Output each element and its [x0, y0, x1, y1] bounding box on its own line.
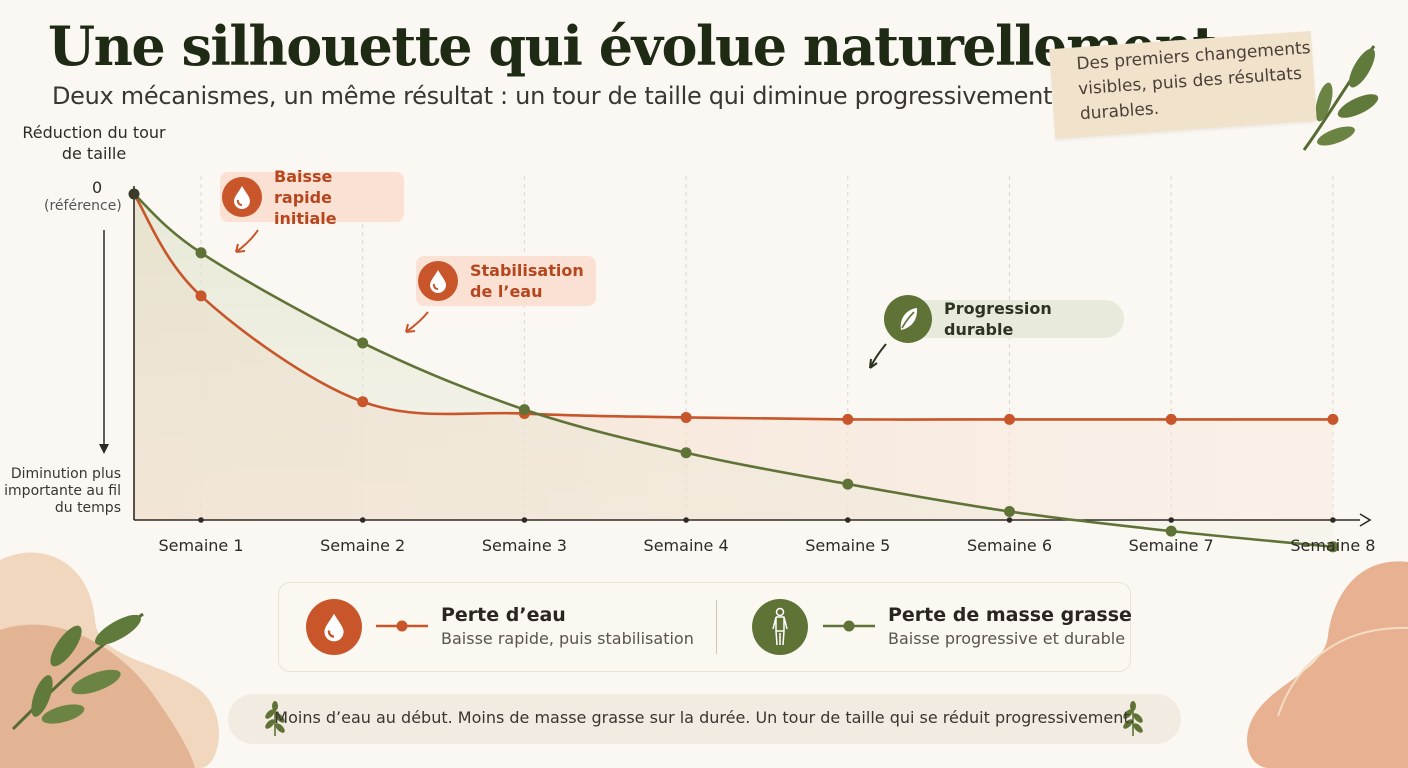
callout-arrow-durable: [869, 343, 887, 369]
x-tick-label: Semaine 5: [805, 536, 891, 555]
callout-arrow-durable-head: [869, 358, 878, 369]
data-point-water: [1327, 413, 1339, 425]
y-axis-zero-label: 0: [92, 178, 103, 197]
callout-arrow-rapid-head: [235, 243, 246, 253]
x-tick-mark: [1006, 517, 1013, 523]
y-axis-zero-note: (référence): [44, 198, 122, 214]
data-point-fat: [195, 247, 207, 259]
callout-arrow-stabilisation: [405, 311, 429, 333]
data-point-water: [195, 290, 207, 302]
legend-divider: [716, 600, 717, 654]
callout-rapid: Baisse rapide initiale: [220, 167, 404, 228]
leaf-icon: [884, 295, 932, 343]
data-point-water: [842, 413, 854, 425]
page-title: Une silhouette qui évolue naturellement: [48, 14, 1217, 78]
data-point-fat: [842, 478, 854, 490]
leaf-sprig-icon: [11, 612, 144, 731]
body-silhouette-icon: [752, 599, 808, 655]
x-tick-label: Semaine 7: [1128, 536, 1214, 555]
footer-text: Moins d’eau au début. Moins de masse gra…: [274, 708, 1135, 727]
callout-arrow-rapid: [235, 229, 259, 253]
callout-arrow-stabilisation-head: [405, 323, 416, 333]
legend-fat-title: Perte de masse grasse: [888, 604, 1132, 626]
origin-point: [128, 188, 140, 200]
x-tick-mark: [845, 517, 851, 523]
legend-water-desc: Baisse rapide, puis stabilisation: [441, 629, 694, 648]
leaf-sprig-icon: [1123, 701, 1143, 736]
water-drop-icon: [222, 177, 262, 217]
data-point-fat: [1165, 525, 1177, 537]
legend-swatch-water: [376, 620, 428, 632]
x-tick-label: Semaine 1: [158, 536, 244, 555]
y-direction-arrow-head: [99, 444, 109, 454]
callout-stabilisation: Stabilisation de l’eau: [416, 256, 596, 306]
x-tick-mark: [1330, 517, 1336, 523]
x-tick-mark: [1168, 517, 1174, 523]
line-chart: [99, 176, 1372, 553]
footer-banner: [228, 694, 1181, 744]
y-axis-title: Réduction du tour de taille: [22, 123, 166, 163]
data-point-water: [357, 396, 369, 408]
legend-fat-desc: Baisse progressive et durable: [888, 629, 1126, 648]
callout-durable: Progression durable: [884, 295, 1124, 343]
x-tick-label: Semaine 2: [320, 536, 406, 555]
decor-blob-right: [1247, 561, 1408, 768]
x-tick-label: Semaine 3: [481, 536, 567, 555]
legend-swatch-fat: [823, 620, 875, 632]
data-point-fat: [680, 447, 692, 459]
x-tick-label: Semaine 8: [1290, 536, 1376, 555]
data-point-water: [680, 411, 692, 423]
water-drop-icon: [418, 261, 458, 301]
water-drop-icon: [306, 599, 362, 655]
data-point-fat: [518, 404, 530, 416]
data-point-fat: [357, 337, 369, 349]
legend-water-title: Perte d’eau: [441, 604, 566, 626]
leaf-sprig-icon: [1302, 45, 1379, 151]
callout-stabilisation-text: Stabilisation de l’eau: [470, 261, 584, 301]
x-tick-mark: [359, 517, 366, 523]
x-tick-label: Semaine 6: [966, 536, 1053, 555]
data-point-water: [1004, 413, 1015, 425]
data-point-fat: [1004, 506, 1015, 518]
y-axis-bottom-label: Diminution plus importante au fil du tem…: [4, 466, 121, 516]
data-point-water: [1165, 413, 1177, 425]
leaf-sprig-icon: [265, 701, 285, 736]
callout-durable-text: Progression durable: [944, 299, 1052, 339]
x-axis-arrow: [1359, 513, 1372, 527]
x-tick-label: Semaine 4: [643, 536, 729, 555]
x-tick-mark: [521, 517, 528, 523]
x-tick-mark: [198, 517, 204, 523]
page-subtitle: Deux mécanismes, un même résultat : un t…: [52, 82, 1060, 110]
callout-rapid-text: Baisse rapide initiale: [274, 166, 337, 228]
x-tick-mark: [683, 517, 689, 523]
data-point-fat: [1327, 541, 1339, 553]
area-fat: [134, 194, 1333, 547]
